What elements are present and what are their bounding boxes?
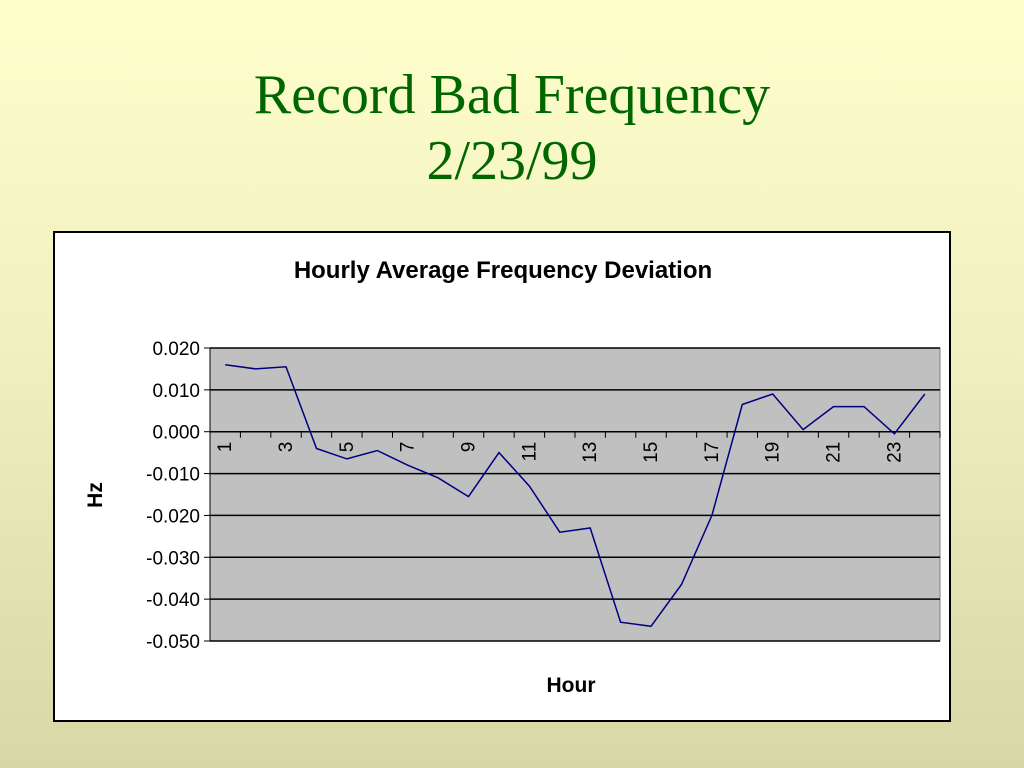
x-tick-label: 1 — [215, 442, 236, 453]
series-line — [225, 363, 926, 628]
x-tick-label: 19 — [763, 442, 784, 463]
x-tick-label: 21 — [824, 442, 845, 463]
x-axis-label: Hour — [547, 674, 596, 697]
x-tick-label: 11 — [519, 442, 540, 462]
plot-area — [209, 347, 941, 642]
y-tick-label: -0.010 — [146, 465, 200, 486]
x-tick-label: 15 — [641, 442, 662, 463]
line-chart: Hourly Average Frequency Deviation Hour … — [84, 257, 941, 697]
slide-title: Record Bad Frequency 2/23/99 — [0, 62, 1024, 194]
y-tick-label: 0.020 — [152, 339, 200, 360]
y-tick-label: 0.000 — [152, 423, 200, 444]
chart-title: Hourly Average Frequency Deviation — [294, 257, 712, 284]
slide-title-line1: Record Bad Frequency — [253, 64, 771, 126]
y-axis-label: Hz — [84, 482, 107, 508]
x-tick-label: 13 — [580, 442, 601, 463]
y-tick-label: -0.050 — [146, 632, 200, 653]
x-tick-label: 17 — [702, 442, 723, 463]
chart-container: Hourly Average Frequency Deviation Hour … — [53, 231, 951, 722]
y-tick-label: 0.010 — [152, 381, 200, 402]
y-tick-label: -0.040 — [146, 590, 200, 611]
x-tick-label: 3 — [276, 442, 297, 453]
y-tick-label: -0.020 — [146, 506, 200, 527]
x-tick-label: 7 — [398, 442, 419, 453]
x-tick-label: 5 — [337, 442, 358, 453]
x-tick-label: 9 — [459, 442, 480, 453]
y-tick-label: -0.030 — [146, 548, 200, 569]
x-tick-label: 23 — [884, 442, 905, 463]
slide-title-line2: 2/23/99 — [426, 130, 598, 192]
